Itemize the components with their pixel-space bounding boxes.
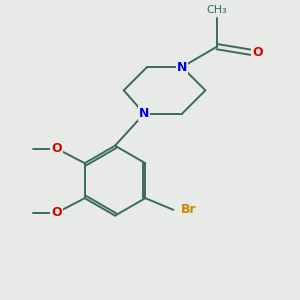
Text: N: N	[177, 61, 187, 74]
Text: O: O	[51, 206, 62, 219]
Text: O: O	[51, 142, 62, 155]
Text: CH₃: CH₃	[207, 4, 227, 15]
Text: O: O	[253, 46, 263, 59]
Text: N: N	[139, 107, 149, 120]
Text: Br: Br	[181, 203, 196, 216]
Text: methoxy: methoxy	[29, 148, 35, 149]
